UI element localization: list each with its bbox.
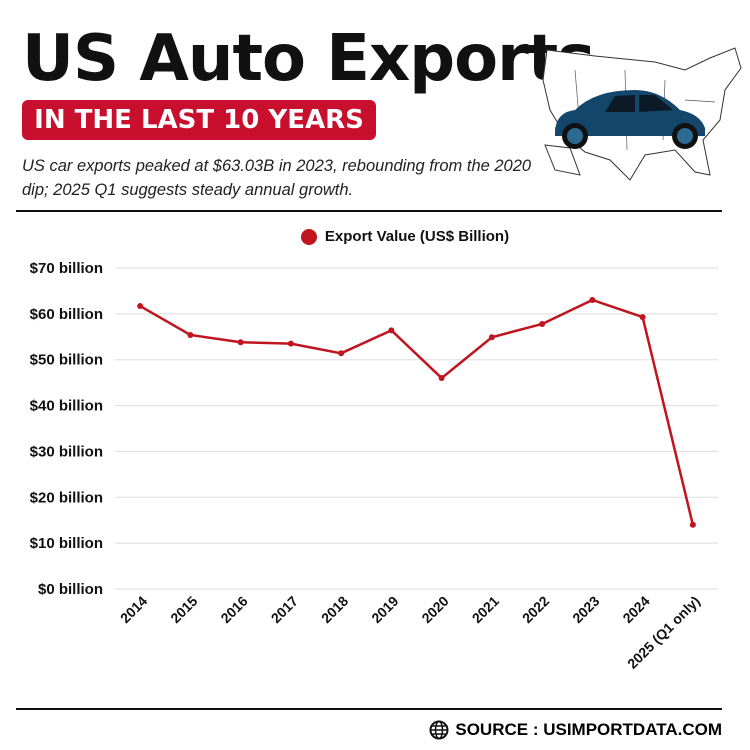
x-tick-label: 2022 <box>519 593 552 626</box>
x-tick-label: 2020 <box>418 593 451 626</box>
x-tick-label: 2024 <box>619 593 652 626</box>
y-tick-label: $20 billion <box>30 489 103 506</box>
y-tick-label: $0 billion <box>38 581 103 598</box>
source-credit: SOURCE : USIMPORTDATA.COM <box>429 720 722 740</box>
data-point <box>137 303 144 310</box>
data-point <box>589 296 596 303</box>
legend-label: Export Value (US$ Billion) <box>324 228 510 245</box>
data-point <box>639 314 646 321</box>
legend-marker <box>300 228 317 245</box>
data-point <box>488 334 495 341</box>
car-icon <box>555 90 705 149</box>
y-tick-label: $50 billion <box>30 352 103 369</box>
line-chart: $0 billion $10 billion $20 billion $30 bill… <box>30 260 718 672</box>
x-tick-label: 2016 <box>217 593 250 626</box>
x-tick-label: 2015 <box>167 593 200 626</box>
x-tick-label: 2018 <box>318 593 351 626</box>
legend: Export Value (US$ Billion) <box>0 228 750 245</box>
y-tick-label: $70 billion <box>30 260 103 277</box>
bottom-divider <box>16 708 722 710</box>
y-tick-label: $40 billion <box>30 398 103 415</box>
subtitle-badge: IN THE LAST 10 YEARS <box>22 100 376 140</box>
y-tick-label: $30 billion <box>30 443 103 460</box>
data-point <box>388 327 395 334</box>
us-map-car-illustration <box>542 47 742 181</box>
data-point <box>539 320 546 327</box>
x-tick-label: 2023 <box>569 593 602 626</box>
series-line <box>139 298 695 526</box>
source-text: SOURCE : USIMPORTDATA.COM <box>455 720 722 739</box>
data-point <box>187 331 194 338</box>
x-tick-label: 2021 <box>469 593 502 626</box>
y-tick-label: $10 billion <box>30 535 103 552</box>
data-point <box>438 375 445 382</box>
data-point <box>287 340 294 347</box>
x-tick-label: 2014 <box>117 593 150 626</box>
globe-icon <box>429 720 449 740</box>
data-point <box>237 339 244 346</box>
top-divider <box>16 210 722 212</box>
summary-text: US car exports peaked at $63.03B in 2023… <box>22 157 532 199</box>
x-tick-label: 2019 <box>368 593 401 626</box>
data-point <box>338 350 345 357</box>
data-point <box>689 521 696 528</box>
x-tick-label: 2017 <box>268 593 301 626</box>
page-title: US Auto Exports <box>22 22 595 96</box>
y-tick-label: $60 billion <box>30 306 103 323</box>
